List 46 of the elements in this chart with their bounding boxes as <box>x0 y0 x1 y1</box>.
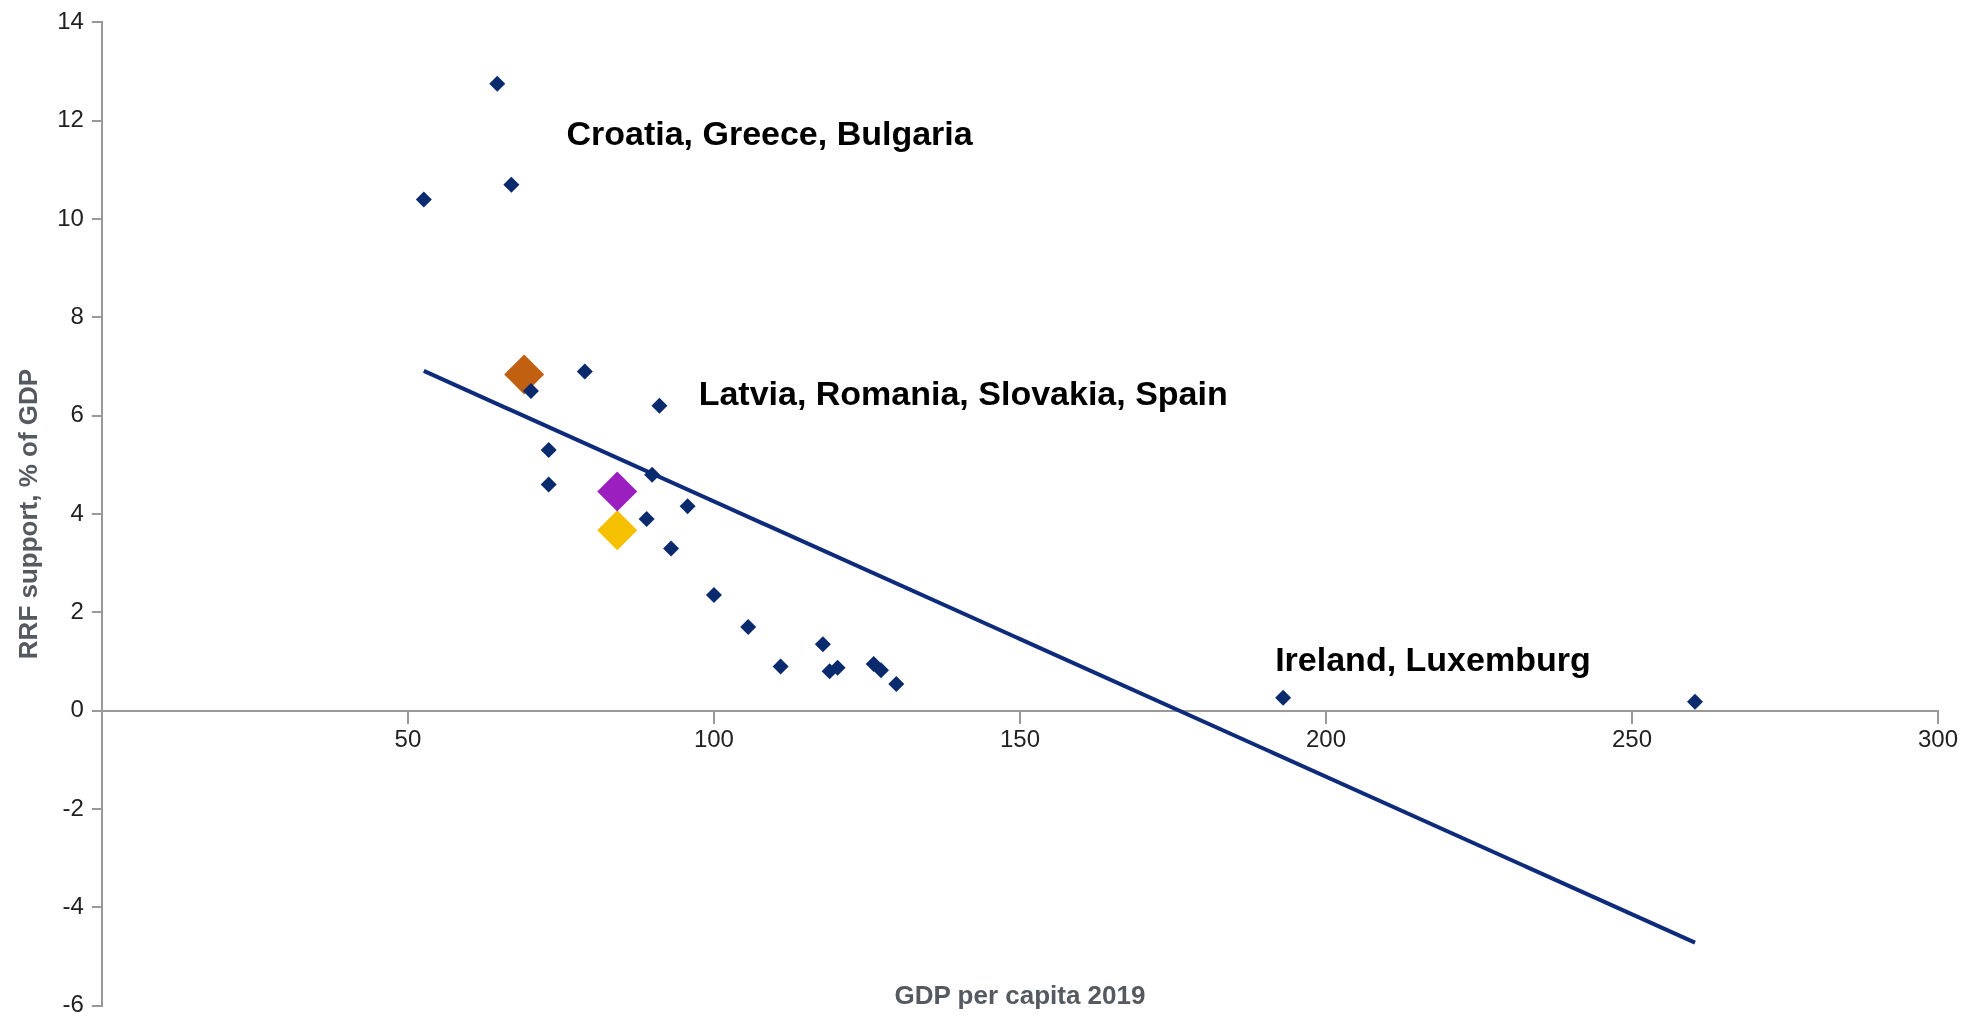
point <box>597 510 638 551</box>
y-axis-title: RRF support, % of GDP <box>12 368 43 660</box>
point <box>1275 689 1292 706</box>
point <box>540 442 557 459</box>
point <box>522 383 539 400</box>
x-tick-label: 200 <box>1305 724 1346 752</box>
x-tick-label: 150 <box>999 724 1040 752</box>
point <box>638 510 655 527</box>
point <box>576 363 593 380</box>
point <box>888 676 905 693</box>
point <box>1687 693 1704 710</box>
point <box>829 659 846 676</box>
y-tick-label: 0 <box>70 695 84 723</box>
point <box>740 619 757 636</box>
x-tick-label: 50 <box>394 724 422 752</box>
point <box>644 466 661 483</box>
y-tick-label: -6 <box>62 990 84 1018</box>
point <box>504 354 545 395</box>
point <box>489 75 506 92</box>
y-tick-label: -4 <box>62 891 84 919</box>
x-tick-label: 250 <box>1611 724 1653 752</box>
point <box>663 540 680 557</box>
point <box>873 662 890 679</box>
annotation: Ireland, Luxemburg <box>1275 639 1591 678</box>
x-axis-title: GDP per capita 2019 <box>894 979 1146 1010</box>
y-tick-label: 8 <box>70 301 84 329</box>
point <box>651 397 668 414</box>
x-tick-label: 300 <box>1917 724 1959 752</box>
point <box>814 636 831 653</box>
point <box>503 176 520 193</box>
point <box>705 587 722 604</box>
y-tick-label: 10 <box>57 203 84 231</box>
point <box>772 658 789 675</box>
point <box>540 476 557 493</box>
point <box>679 498 696 515</box>
annotation: Latvia, Romania, Slovakia, Spain <box>698 374 1228 413</box>
y-tick-label: -2 <box>62 793 84 821</box>
annotation: Croatia, Greece, Bulgaria <box>566 113 974 152</box>
y-tick-label: 4 <box>70 498 84 526</box>
point <box>597 471 638 512</box>
y-tick-label: 12 <box>57 105 84 133</box>
point <box>415 191 432 208</box>
y-tick-label: 14 <box>57 7 84 35</box>
y-tick-label: 6 <box>70 400 84 428</box>
x-tick-label: 100 <box>693 724 734 752</box>
y-tick-label: 2 <box>70 596 84 624</box>
